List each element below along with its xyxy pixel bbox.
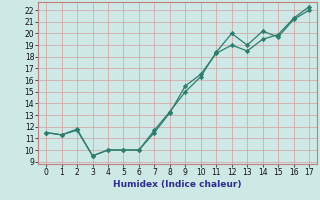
X-axis label: Humidex (Indice chaleur): Humidex (Indice chaleur) (113, 180, 242, 189)
